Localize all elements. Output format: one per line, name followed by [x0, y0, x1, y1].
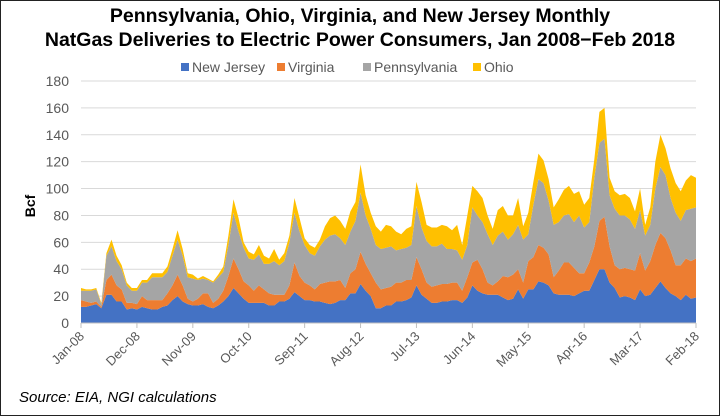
y-tick-label: 140	[46, 127, 70, 143]
y-tick-label: 100	[46, 181, 70, 197]
y-tick-label: 80	[53, 207, 69, 223]
x-tick-label: Feb-18	[662, 329, 702, 369]
x-tick-label: Sep-11	[271, 329, 311, 369]
area-pennsylvania	[81, 138, 696, 307]
x-tick-label: Aug-12	[326, 329, 366, 369]
y-tick-label: 160	[46, 100, 70, 116]
chart-title-line-1: Pennsylvania, Ohio, Virginia, and New Je…	[109, 5, 611, 27]
y-tick-label: 0	[61, 315, 69, 331]
area-new-jersey	[81, 269, 696, 323]
x-tick-label: Oct-10	[217, 329, 255, 367]
x-tick-label: Dec-08	[103, 329, 143, 369]
y-tick-label: 180	[46, 73, 70, 89]
y-tick-label: 120	[46, 154, 70, 170]
legend-label: Virginia	[288, 59, 335, 75]
legend-swatch-virginia	[277, 63, 285, 71]
y-axis-label: Bcf	[22, 194, 38, 217]
y-tick-label: 20	[53, 288, 69, 304]
area-ohio	[81, 107, 696, 305]
x-tick-label: Mar-17	[606, 329, 646, 369]
legend-label: Pennsylvania	[374, 59, 457, 75]
legend-label: New Jersey	[192, 59, 265, 75]
x-tick-label: Jul-13	[387, 329, 423, 365]
legend-swatch-ohio	[473, 63, 481, 71]
legend-swatch-new-jersey	[181, 63, 189, 71]
x-tick-label: Jan-08	[48, 329, 87, 368]
y-tick-label: 40	[53, 261, 69, 277]
x-tick-label: Apr-16	[552, 329, 590, 367]
area-virginia	[81, 216, 696, 310]
source-note: Source: EIA, NGI calculations	[19, 389, 217, 406]
y-tick-label: 60	[53, 234, 69, 250]
x-tick-label: Jun-14	[440, 329, 479, 368]
x-tick-label: May-15	[493, 329, 534, 370]
legend-label: Ohio	[484, 59, 514, 75]
legend-swatch-pennsylvania	[363, 63, 371, 71]
chart-title-line-2: NatGas Deliveries to Electric Power Cons…	[44, 29, 676, 51]
x-tick-label: Nov-09	[159, 329, 199, 369]
